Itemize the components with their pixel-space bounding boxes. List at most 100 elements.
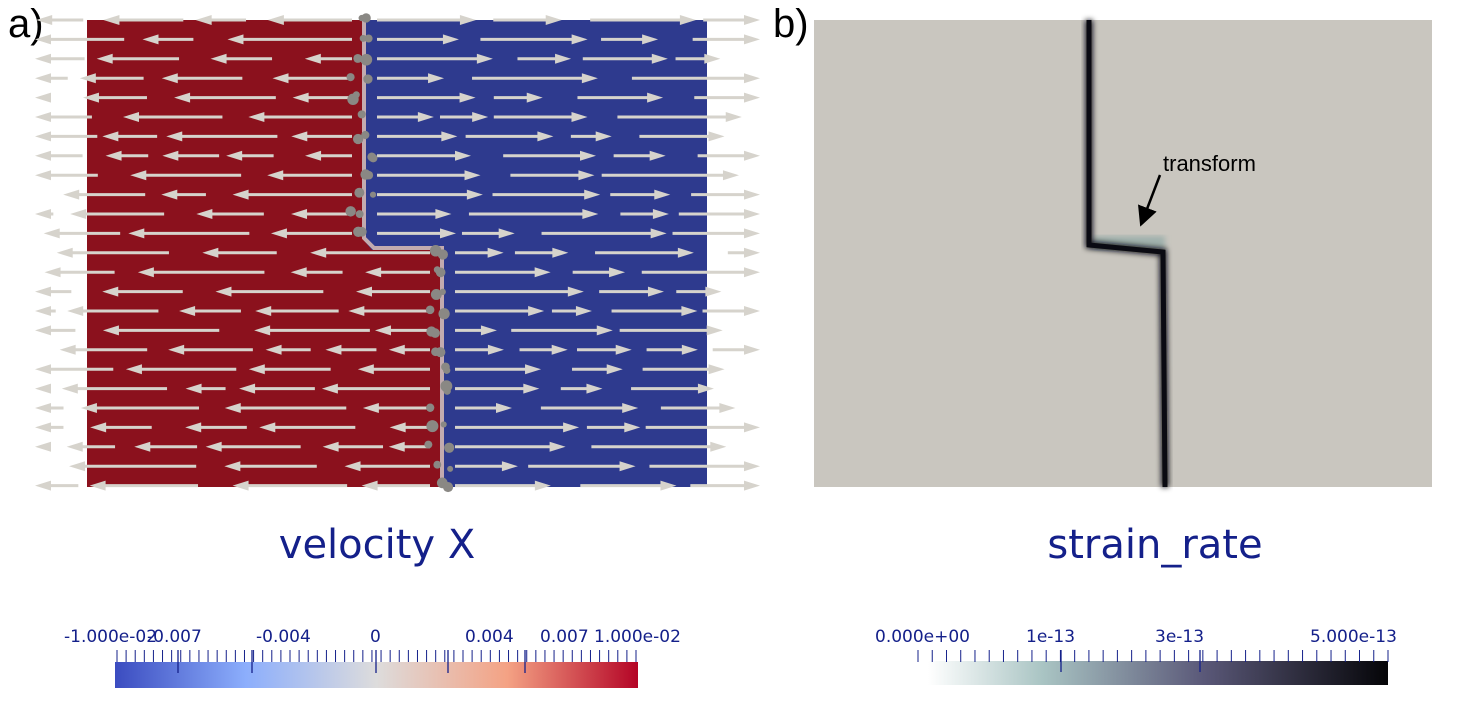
arrow-right (601, 170, 739, 181)
arrow-left (348, 306, 430, 316)
strain-rate-field (814, 20, 1432, 488)
colorbar-a-tick-label: 1.000e-02 (594, 627, 681, 647)
arrow-glyph-small (360, 53, 373, 66)
arrow-right (455, 441, 566, 452)
arrow-glyph-small (364, 170, 374, 180)
arrow-right (582, 53, 668, 64)
arrow-glyph-small (436, 477, 448, 489)
arrow-right (455, 480, 551, 491)
arrow-left (35, 209, 54, 219)
arrow-left (161, 189, 206, 200)
arrow-right (580, 480, 677, 491)
arrow-right (493, 15, 562, 25)
arrow-right (377, 15, 476, 25)
arrow-glyph-small (433, 460, 442, 469)
arrow-glyph-small (346, 73, 355, 82)
arrow-glyph-small (361, 130, 370, 140)
arrow-left (205, 441, 301, 452)
arrow-left (35, 73, 68, 84)
arrow-right (694, 92, 760, 103)
arrow-right (455, 267, 551, 278)
arrow-left (272, 73, 352, 84)
arrow-right (377, 131, 458, 142)
arrow-left (174, 92, 276, 103)
arrow-left (161, 73, 243, 84)
colorbar-a-tick-label: -1.000e-02 (64, 627, 158, 647)
arrow-right (455, 325, 497, 336)
arrow-glyph-small (447, 465, 454, 472)
arrow-left (128, 228, 250, 239)
arrow-right (570, 131, 612, 142)
arrow-right (503, 150, 596, 161)
arrow-left (254, 325, 370, 336)
arrow-right (577, 92, 664, 103)
arrow-left (322, 441, 384, 452)
arrow-right (455, 461, 518, 472)
arrow-right (591, 441, 727, 452)
arrow-left (361, 480, 430, 491)
arrow-right (455, 344, 504, 355)
arrow-left (89, 480, 199, 491)
arrow-left (226, 150, 274, 161)
arrow-right (631, 383, 714, 394)
arrow-right (702, 306, 760, 316)
arrow-glyph-small (444, 442, 455, 453)
arrow-right (676, 286, 722, 297)
arrow-left (90, 422, 152, 433)
arrow-right (646, 344, 698, 355)
arrow-left (270, 228, 352, 239)
arrow-left (248, 112, 352, 122)
arrow-right (377, 73, 445, 84)
arrow-right (377, 228, 457, 239)
arrow-left (196, 209, 264, 219)
arrow-right (675, 53, 721, 64)
colorbar-a-tick-label: -0.007 (147, 627, 202, 647)
arrow-right (649, 461, 760, 472)
colorbar-a-tick-label: 0.007 (540, 627, 589, 647)
arrow-left (103, 15, 184, 25)
arrow-right (601, 34, 659, 45)
arrow-right (645, 422, 760, 433)
arrow-left (35, 480, 79, 491)
arrow-left (56, 247, 169, 258)
arrow-glyph-small (441, 362, 450, 372)
arrow-right (610, 189, 671, 200)
colorbar-b-tick-label: 1e-13 (1026, 627, 1076, 647)
arrow-glyph-small (433, 266, 441, 274)
arrow-right (551, 306, 592, 316)
arrow-right (660, 403, 736, 413)
arrow-right (691, 189, 760, 200)
arrow-glyph-small (354, 187, 365, 198)
arrow-left (137, 267, 265, 278)
arrow-left (79, 73, 144, 84)
arrow-glyph-small (437, 249, 448, 260)
velocity-field (35, 13, 760, 493)
arrow-left (82, 92, 147, 103)
arrow-left (35, 422, 64, 433)
arrow-left (35, 383, 51, 394)
arrow-left (142, 34, 194, 45)
arrow-left (67, 306, 159, 316)
arrow-right (455, 364, 542, 375)
arrow-left (321, 383, 430, 394)
arrow-left (36, 15, 84, 25)
arrow-left (35, 53, 85, 64)
colorbar-b-tick-label: 3e-13 (1155, 627, 1205, 647)
arrow-glyph-small (426, 326, 437, 337)
arrow-right (619, 325, 723, 336)
colorbar-a-tick-label: 0.004 (465, 627, 514, 647)
arrow-right (690, 480, 760, 491)
arrow-left (227, 34, 352, 45)
arrow-left (123, 112, 223, 122)
arrow-glyph-small (425, 305, 435, 315)
arrow-right (377, 34, 459, 45)
arrow-right (514, 247, 569, 258)
arrow-left (102, 325, 220, 336)
arrow-left (232, 189, 352, 200)
arrow-left (255, 306, 339, 316)
arrow-left (357, 364, 430, 375)
arrow-left (35, 286, 72, 297)
arrow-glyph-small (443, 387, 451, 395)
arrow-glyph-small (355, 210, 364, 219)
arrow-glyph-small (364, 34, 373, 43)
